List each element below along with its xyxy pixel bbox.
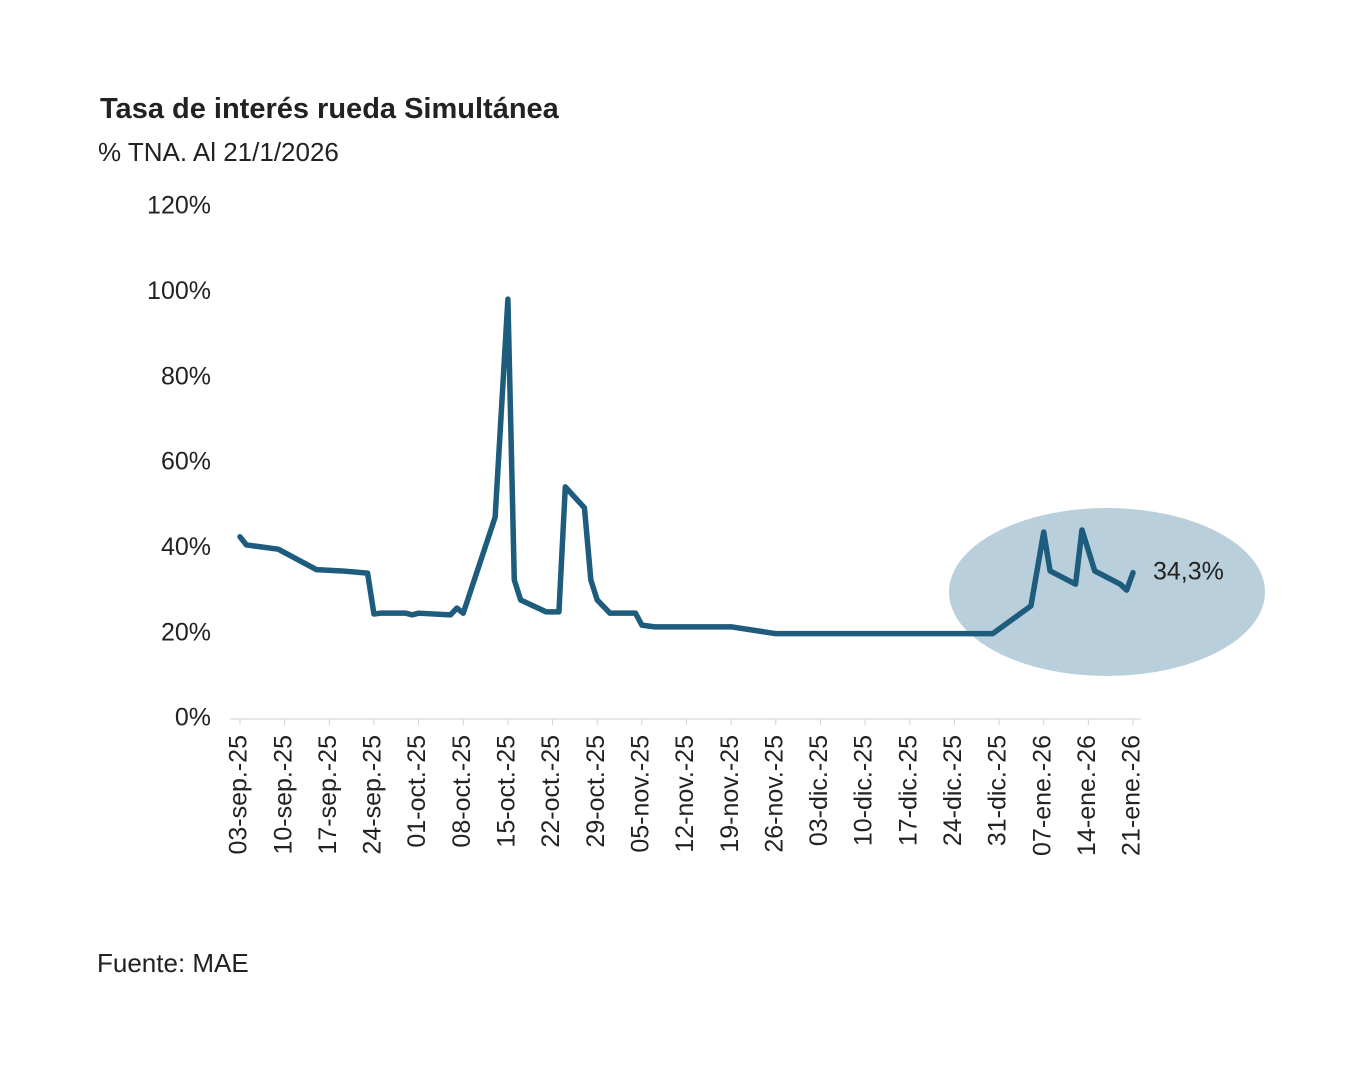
annotation: 34,3% — [1153, 557, 1224, 585]
chart-subtitle: % TNA. Al 21/1/2026 — [98, 137, 339, 167]
y-tick-label: 60% — [161, 448, 211, 476]
x-tick-label: 12-nov.-25 — [671, 735, 699, 853]
y-tick-label: 0% — [175, 704, 211, 732]
x-tick-label: 19-nov.-25 — [716, 735, 744, 853]
x-tick-label: 05-nov.-25 — [626, 735, 654, 853]
x-tick-label: 07-ene.-26 — [1028, 735, 1056, 856]
y-tick-label: 120% — [147, 192, 211, 220]
x-tick-label: 15-oct.-25 — [493, 735, 521, 848]
chart-title: Tasa de interés rueda Simultánea — [100, 93, 560, 125]
y-tick-label: 100% — [147, 277, 211, 305]
x-tick-label: 26-nov.-25 — [760, 735, 788, 853]
x-tick-label: 10-sep.-25 — [269, 735, 297, 855]
x-tick-label: 24-dic.-25 — [939, 735, 967, 846]
x-tick-label: 21-ene.-26 — [1118, 735, 1146, 856]
highlight-ellipse — [949, 508, 1265, 676]
x-tick-label: 14-ene.-26 — [1073, 735, 1101, 856]
x-tick-label: 01-oct.-25 — [403, 735, 431, 848]
y-tick-label: 20% — [161, 618, 211, 646]
x-tick-label: 31-dic.-25 — [984, 735, 1012, 846]
x-tick-label: 08-oct.-25 — [448, 735, 476, 848]
y-tick-label: 40% — [161, 533, 211, 561]
x-tick-label: 17-dic.-25 — [894, 735, 922, 846]
x-tick-label: 10-dic.-25 — [850, 735, 878, 846]
data-line — [237, 296, 1136, 637]
source: Fuente: MAE — [97, 948, 249, 978]
y-tick-label: 80% — [161, 362, 211, 390]
x-tick-label: 03-sep.-25 — [225, 735, 253, 855]
x-tick-label: 24-sep.-25 — [359, 735, 387, 855]
x-tick-label: 22-oct.-25 — [537, 735, 565, 848]
x-tick-label: 03-dic.-25 — [805, 735, 833, 846]
x-tick-label: 17-sep.-25 — [314, 735, 342, 855]
x-tick-label: 29-oct.-25 — [582, 735, 610, 848]
